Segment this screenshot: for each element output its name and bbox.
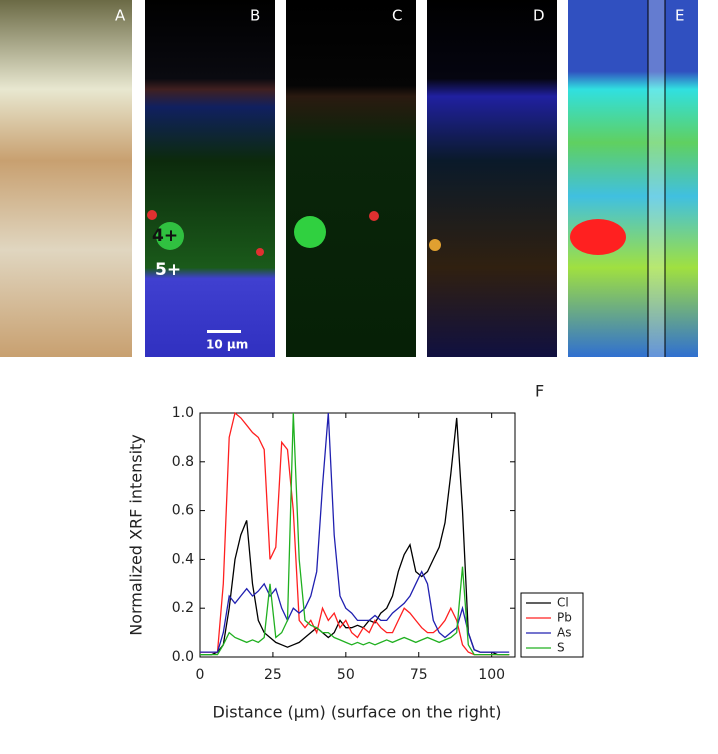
legend-label: Pb	[557, 611, 572, 625]
y-tick-label: 0.2	[172, 600, 194, 616]
x-tick-label: 75	[410, 667, 428, 683]
panel-image	[427, 0, 557, 357]
spot	[156, 222, 184, 250]
panel-label: C	[392, 7, 402, 25]
panel-label: A	[115, 7, 126, 25]
annotation: 4+	[152, 226, 178, 246]
spot	[570, 219, 626, 255]
scale-bar	[207, 330, 241, 333]
spot	[294, 216, 326, 248]
legend-box	[520, 592, 584, 658]
series-line	[200, 412, 510, 653]
panel-label: E	[675, 7, 684, 25]
profile-band	[648, 0, 665, 357]
x-tick-label: 100	[478, 667, 505, 683]
panel-image	[568, 0, 698, 357]
legend-label: As	[557, 626, 571, 640]
x-tick-label: 25	[264, 667, 282, 683]
spot	[369, 211, 379, 221]
y-tick-label: 0.4	[172, 551, 194, 567]
y-tick-label: 1.0	[172, 405, 194, 421]
series-line	[200, 411, 510, 656]
legend-label: Cl	[557, 596, 569, 610]
legend-label: S	[557, 641, 565, 655]
x-tick-label: 50	[337, 667, 355, 683]
figure-label: F	[535, 382, 544, 401]
panel-label: B	[250, 7, 260, 25]
panel-image	[145, 0, 275, 357]
series-line	[200, 412, 510, 656]
spot	[256, 248, 264, 256]
y-tick-label: 0.6	[172, 503, 194, 519]
spot	[147, 210, 157, 220]
x-tick-label: 0	[196, 667, 205, 683]
y-tick-label: 0.8	[172, 454, 194, 470]
spot	[429, 239, 441, 251]
panel-label: D	[533, 7, 545, 25]
plot-frame	[199, 412, 516, 658]
panel-image	[286, 0, 416, 357]
scale-bar-label: 10 µm	[206, 338, 248, 352]
y-axis-label: Normalized XRF intensity	[127, 434, 146, 636]
series-line	[200, 417, 510, 656]
panel-image	[0, 0, 132, 357]
x-axis-label: Distance (µm) (surface on the right)	[212, 703, 501, 722]
y-tick-label: 0.0	[172, 649, 194, 665]
annotation: 5+	[155, 260, 181, 280]
